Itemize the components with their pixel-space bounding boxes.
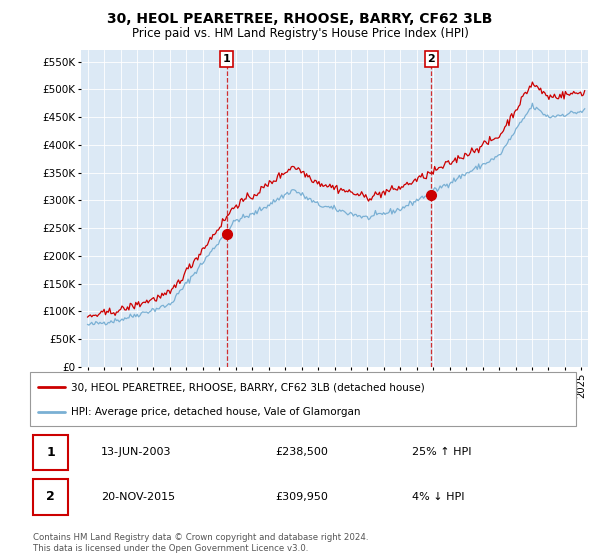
- Text: 30, HEOL PEARETREE, RHOOSE, BARRY, CF62 3LB: 30, HEOL PEARETREE, RHOOSE, BARRY, CF62 …: [107, 12, 493, 26]
- Text: Contains HM Land Registry data © Crown copyright and database right 2024.: Contains HM Land Registry data © Crown c…: [33, 533, 368, 542]
- Text: Price paid vs. HM Land Registry's House Price Index (HPI): Price paid vs. HM Land Registry's House …: [131, 27, 469, 40]
- Text: £238,500: £238,500: [276, 447, 329, 457]
- Text: 20-NOV-2015: 20-NOV-2015: [101, 492, 175, 502]
- FancyBboxPatch shape: [33, 435, 68, 470]
- Text: 2: 2: [46, 491, 55, 503]
- Text: This data is licensed under the Open Government Licence v3.0.: This data is licensed under the Open Gov…: [33, 544, 308, 553]
- Text: 1: 1: [46, 446, 55, 459]
- Text: £309,950: £309,950: [276, 492, 329, 502]
- Text: 4% ↓ HPI: 4% ↓ HPI: [412, 492, 465, 502]
- Text: HPI: Average price, detached house, Vale of Glamorgan: HPI: Average price, detached house, Vale…: [71, 407, 361, 417]
- FancyBboxPatch shape: [30, 372, 576, 426]
- Text: 25% ↑ HPI: 25% ↑ HPI: [412, 447, 472, 457]
- Text: 30, HEOL PEARETREE, RHOOSE, BARRY, CF62 3LB (detached house): 30, HEOL PEARETREE, RHOOSE, BARRY, CF62 …: [71, 382, 425, 393]
- Text: 13-JUN-2003: 13-JUN-2003: [101, 447, 172, 457]
- FancyBboxPatch shape: [33, 479, 68, 515]
- Text: 1: 1: [223, 54, 230, 64]
- Text: 2: 2: [428, 54, 436, 64]
